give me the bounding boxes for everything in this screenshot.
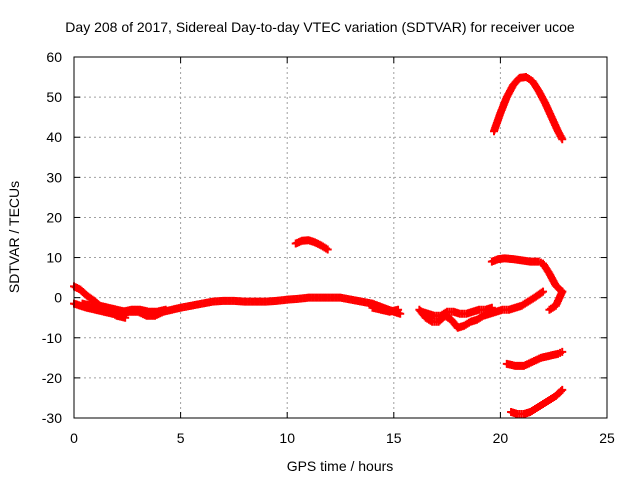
data-point — [322, 244, 331, 253]
series-track-11 — [502, 347, 567, 370]
data-point — [441, 308, 450, 317]
series-track-6 — [368, 303, 403, 316]
data-point — [539, 287, 548, 296]
y-tick-label: 0 — [54, 290, 62, 306]
y-tick-label: 40 — [46, 129, 62, 145]
chart-title: Day 208 of 2017, Sidereal Day-to-day VTE… — [65, 19, 575, 35]
x-tick-label: 25 — [599, 430, 615, 446]
data-point — [558, 347, 567, 356]
data-point — [537, 288, 546, 297]
plot-frame — [73, 56, 608, 419]
y-axis-label: SDTVAR / TECUs — [6, 181, 22, 293]
x-tick-label: 10 — [279, 430, 295, 446]
data-point — [556, 387, 565, 396]
x-tick-label: 5 — [177, 430, 185, 446]
data-point — [161, 305, 170, 314]
series-track-7 — [415, 287, 548, 332]
y-tick-label: -20 — [42, 370, 62, 386]
x-axis-label: GPS time / hours — [287, 458, 394, 474]
x-tick-label: 0 — [70, 430, 78, 446]
y-tick-label: 20 — [46, 209, 62, 225]
data-point — [323, 245, 332, 254]
y-tick-label: -10 — [42, 330, 62, 346]
x-tick-label: 15 — [386, 430, 402, 446]
y-tick-label: -30 — [42, 410, 62, 426]
series-track-5 — [291, 236, 332, 254]
data-point — [558, 135, 567, 144]
y-tick-label: 60 — [46, 49, 62, 65]
data-point — [558, 385, 567, 394]
series-track-8 — [417, 303, 496, 320]
data-point — [394, 305, 403, 314]
series-track-13 — [545, 287, 567, 314]
series-track-10 — [490, 73, 567, 144]
tick-layer: 0 5 10 15 20 25 -30 -20 -10 0 10 20 30 40 50 60 — [42, 49, 615, 446]
y-tick-label: 50 — [46, 89, 62, 105]
x-tick-label: 20 — [493, 430, 509, 446]
data-point — [487, 303, 496, 312]
series-track-9 — [487, 254, 567, 296]
series-track-4 — [119, 305, 170, 316]
y-tick-label: 10 — [46, 250, 62, 266]
data-point — [558, 287, 567, 296]
series-track-12 — [507, 385, 567, 418]
data-layer — [70, 73, 567, 418]
y-tick-label: 30 — [46, 169, 62, 185]
